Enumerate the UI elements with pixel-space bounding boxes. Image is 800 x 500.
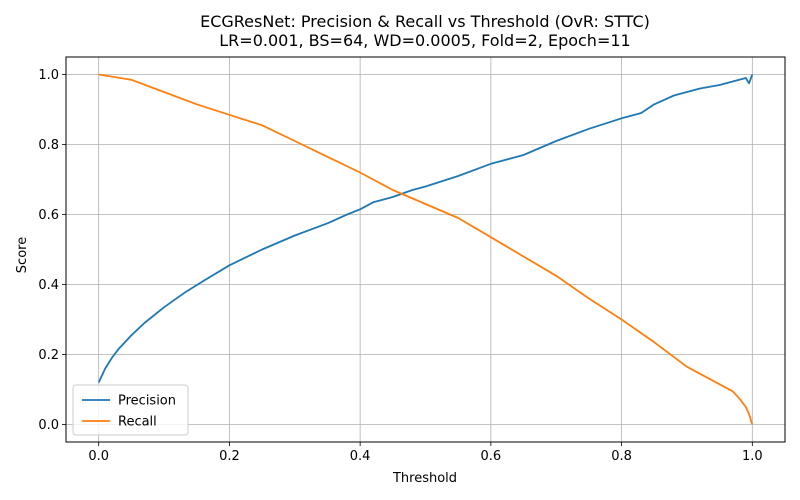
y-tick-label: 0.8: [38, 138, 59, 153]
series-line-recall: [98, 73, 754, 425]
y-tick-label: 0.2: [38, 348, 59, 363]
legend-label-recall: Recall: [118, 415, 157, 430]
x-axis: 0.0 0.2 0.4 0.6 0.8 1.0: [88, 442, 763, 464]
x-axis-label: Threshold: [392, 471, 457, 486]
y-axis: 0.0 0.2 0.4 0.6 0.8 1.0: [38, 68, 66, 433]
plot-frame: [65, 56, 786, 443]
y-axis-label: Score: [15, 237, 30, 273]
y-tick-label: 0.6: [38, 208, 59, 223]
chart-title: ECGResNet: Precision & Recall vs Thresho…: [200, 12, 650, 31]
x-tick-label: 0.4: [350, 449, 371, 464]
x-tick-label: 0.6: [481, 449, 502, 464]
legend-label-precision: Precision: [118, 394, 176, 409]
grid: [66, 57, 785, 442]
series-layer: [97, 73, 754, 425]
legend: Precision Recall: [72, 384, 189, 436]
x-tick-label: 0.0: [88, 449, 109, 464]
x-tick-label: 1.0: [742, 449, 763, 464]
x-tick-label: 0.8: [611, 449, 632, 464]
y-tick-label: 0.0: [38, 418, 59, 433]
x-tick-label: 0.2: [219, 449, 240, 464]
series-line-precision: [97, 74, 754, 383]
y-tick-label: 0.4: [38, 278, 59, 293]
legend-box: [72, 384, 189, 436]
chart-subtitle: LR=0.001, BS=64, WD=0.0005, Fold=2, Epoc…: [219, 31, 630, 50]
y-tick-label: 1.0: [38, 68, 59, 83]
